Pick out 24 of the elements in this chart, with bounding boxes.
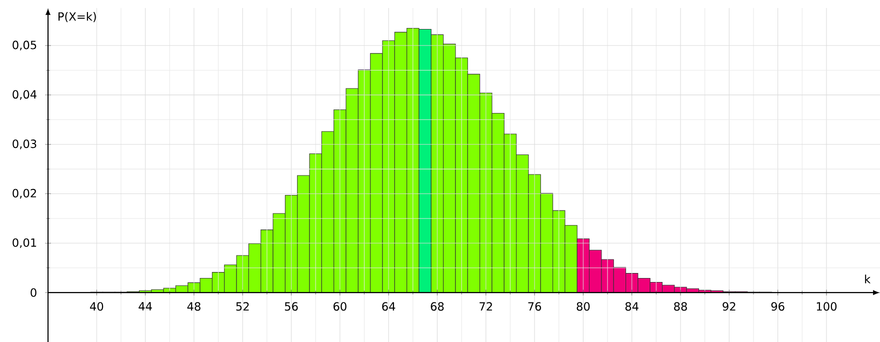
y-tick-label: 0,03 xyxy=(12,140,36,150)
y-axis-title: P(X=k) xyxy=(58,12,96,22)
x-tick-label: 88 xyxy=(674,302,687,311)
x-tick-label: 44 xyxy=(138,302,152,310)
y-tick-label: 0,05 xyxy=(12,40,36,50)
y-tick-label: 0,01 xyxy=(12,238,36,248)
y-tick-label: 0,02 xyxy=(12,188,36,199)
x-axis-title: k xyxy=(865,274,871,284)
x-tick-label: 80 xyxy=(576,302,590,311)
x-tick-label: 72 xyxy=(480,302,492,311)
x-tick-label: 52 xyxy=(236,302,249,311)
x-tick-label: 92 xyxy=(722,302,736,311)
x-tick-label: 96 xyxy=(771,302,784,311)
x-tick-label: 56 xyxy=(284,302,298,311)
x-tick-label: 100 xyxy=(816,302,837,311)
x-tick-label: 64 xyxy=(382,302,396,311)
x-tick-label: 76 xyxy=(528,302,542,311)
y-tick-label: 0,04 xyxy=(12,90,36,100)
x-tick-label: 48 xyxy=(187,302,200,311)
y-tick-label: 0 xyxy=(30,288,36,297)
x-tick-label: 68 xyxy=(430,302,444,311)
x-tick-label: 84 xyxy=(625,302,638,311)
x-tick-label: 40 xyxy=(90,302,104,311)
x-tick-label: 60 xyxy=(334,302,346,311)
